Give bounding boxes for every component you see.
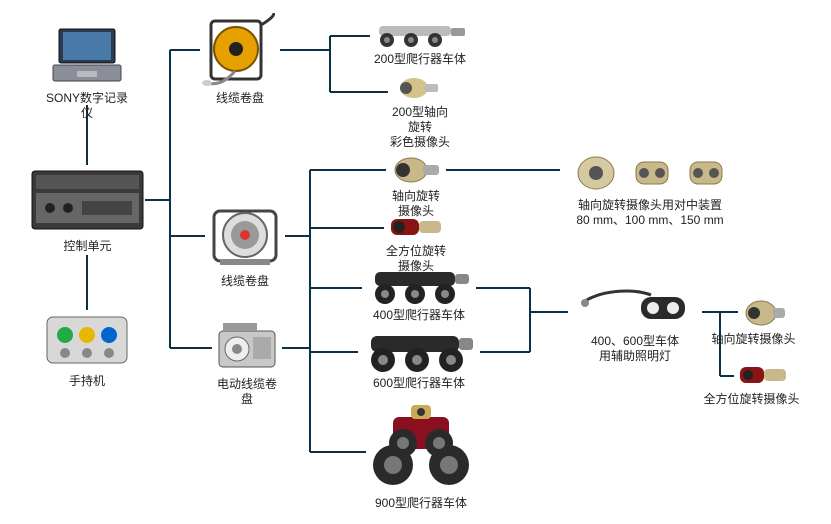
node-omnicam: 全方位旋转摄像头 xyxy=(386,214,446,274)
reel1-label: 线缆卷盘 xyxy=(216,91,264,106)
axialcam2-label: 轴向旋转摄像头 xyxy=(709,332,799,347)
node-handheld: 手持机 xyxy=(42,310,132,389)
recorder-label: SONY数字记录仪 xyxy=(42,91,132,121)
crawler-mid-icon xyxy=(364,268,474,304)
camhead-red2-icon xyxy=(736,362,790,388)
node-crawler200: 200型爬行器车体 xyxy=(370,22,470,67)
crawler-big-icon xyxy=(360,332,478,372)
laptop-icon xyxy=(42,25,132,87)
reel2-icon xyxy=(205,200,285,270)
centering-label: 轴向旋转摄像头用对中装置 80 mm、100 mm、150 mm xyxy=(576,198,723,228)
camhead-small-icon xyxy=(390,75,450,101)
node-crawler400: 400型爬行器车体 xyxy=(364,268,474,323)
handheld-label: 手持机 xyxy=(69,374,105,389)
node-recorder: SONY数字记录仪 xyxy=(42,25,132,121)
light-icon xyxy=(570,286,700,330)
reel3-label: 电动线缆卷盘 xyxy=(212,377,282,407)
reel2-label: 线缆卷盘 xyxy=(221,274,269,289)
camhead-icon xyxy=(388,155,444,185)
camhead-red-icon xyxy=(386,214,446,240)
node-reel3: 电动线缆卷盘 xyxy=(212,318,282,407)
adapters3-icon xyxy=(574,152,726,194)
rackbox-icon xyxy=(30,165,145,235)
node-reel1: 线缆卷盘 xyxy=(200,12,280,106)
crawler-small-icon xyxy=(370,22,470,48)
node-centering: 轴向旋转摄像头用对中装置 80 mm、100 mm、150 mm xyxy=(560,152,740,228)
camhead2-icon xyxy=(740,298,788,328)
auxlight-label: 400、600型车体 用辅助照明灯 xyxy=(591,334,679,364)
node-crawler600: 600型爬行器车体 xyxy=(360,332,478,391)
cam200-label: 200型轴向旋转 彩色摄像头 xyxy=(390,105,450,150)
reel-icon xyxy=(200,12,280,87)
node-crawler900: 900型爬行器车体 xyxy=(366,402,476,511)
node-omnicam2: 全方位旋转摄像头 xyxy=(736,362,790,407)
node-cam200: 200型轴向旋转 彩色摄像头 xyxy=(390,75,450,150)
crawler600-label: 600型爬行器车体 xyxy=(373,376,465,391)
controller-icon xyxy=(42,310,132,370)
omnicam2-label: 全方位旋转摄像头 xyxy=(702,392,802,407)
crawler200-label: 200型爬行器车体 xyxy=(374,52,466,67)
node-control: 控制单元 xyxy=(30,165,145,254)
reelbox-icon xyxy=(212,318,282,373)
rover-icon xyxy=(366,402,476,492)
crawler900-label: 900型爬行器车体 xyxy=(375,496,467,511)
node-axialcam2: 轴向旋转摄像头 xyxy=(740,298,788,347)
node-reel2: 线缆卷盘 xyxy=(205,200,285,289)
control-label: 控制单元 xyxy=(63,239,111,254)
node-axialcam: 轴向旋转摄像头 xyxy=(388,155,444,219)
crawler400-label: 400型爬行器车体 xyxy=(373,308,465,323)
node-auxlight: 400、600型车体 用辅助照明灯 xyxy=(570,286,700,364)
